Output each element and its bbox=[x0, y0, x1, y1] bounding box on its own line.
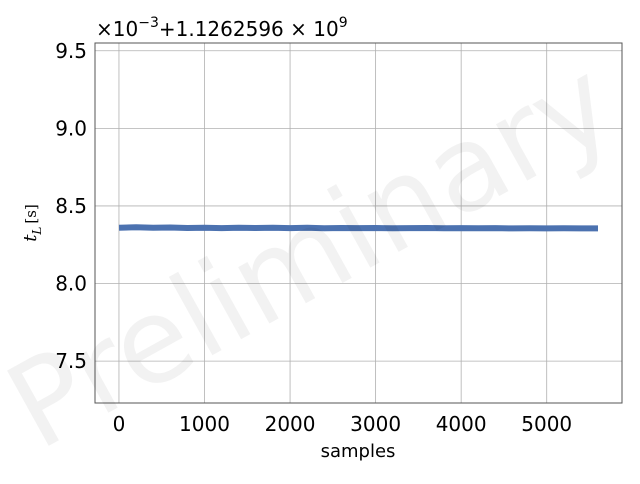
y-axis-label: tL [s] bbox=[20, 204, 44, 242]
offset-multiplier: ×10 bbox=[96, 17, 138, 41]
series-layer bbox=[118, 224, 598, 232]
offset-text: ×10−3+1.1262596 × 109 bbox=[96, 15, 348, 41]
y-tick-label: 8.5 bbox=[55, 194, 87, 218]
series-line bbox=[118, 224, 598, 232]
y-tick-label: 9.0 bbox=[55, 116, 87, 140]
x-axis-label: samples bbox=[321, 441, 396, 462]
grid bbox=[95, 43, 622, 403]
y-axis-label-unit: [s] bbox=[22, 204, 40, 223]
offset-value: +1.1262596 × 10 bbox=[159, 17, 339, 41]
x-tick-label: 1000 bbox=[179, 412, 230, 436]
x-tick-label: 2000 bbox=[265, 412, 316, 436]
x-tick-label: 4000 bbox=[436, 412, 487, 436]
y-axis-label-symbol: t bbox=[20, 234, 41, 242]
x-tick-label: 0 bbox=[113, 412, 126, 436]
offset-value-exponent: 9 bbox=[339, 15, 348, 31]
x-tick-label: 5000 bbox=[521, 412, 572, 436]
y-axis-label-subscript: L bbox=[30, 227, 44, 236]
x-tick-label: 3000 bbox=[350, 412, 401, 436]
plot-frame bbox=[94, 42, 623, 404]
y-tick-label: 8.0 bbox=[55, 272, 87, 296]
y-tick-label: 7.5 bbox=[55, 349, 87, 373]
x-tick-labels: 0 1000 2000 3000 4000 5000 bbox=[113, 412, 573, 436]
offset-multiplier-exponent: −3 bbox=[138, 15, 159, 31]
y-tick-label: 9.5 bbox=[55, 39, 87, 63]
y-tick-labels: 7.5 8.0 8.5 9.0 9.5 bbox=[55, 39, 87, 373]
